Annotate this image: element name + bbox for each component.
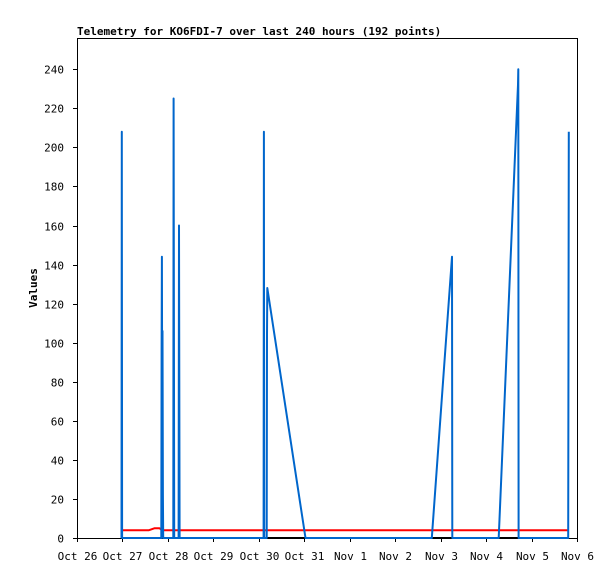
series-line-1: [121, 527, 569, 532]
y-axis: 0 20 40 60 80 100 120 140 160 180 200 220 240: [44, 64, 77, 546]
x-tick-label: Nov 3: [425, 550, 458, 563]
y-tick-label: 100: [44, 338, 64, 351]
x-axis: Oct 26 Oct 27 Oct 28 Oct 29 Oct 30 Oct 31 Nov …: [58, 538, 594, 563]
series-line-0: [120, 68, 570, 539]
y-tick-label: 80: [51, 377, 64, 390]
x-tick-label: Nov 4: [470, 550, 503, 563]
y-axis-title: Values: [27, 268, 40, 308]
series-layer: [120, 68, 570, 539]
y-tick-label: 180: [44, 181, 64, 194]
x-tick-label: Nov 6: [561, 550, 594, 563]
x-tick-label: Oct 27: [103, 550, 143, 563]
y-tick-label: 240: [44, 64, 64, 77]
x-tick-label: Oct 31: [285, 550, 325, 563]
x-tick-label: Oct 29: [194, 550, 234, 563]
y-tick-label: 20: [51, 494, 64, 507]
y-tick-label: 220: [44, 103, 64, 116]
y-tick-label: 200: [44, 142, 64, 155]
y-tick-label: 40: [51, 455, 64, 468]
y-tick-label: 160: [44, 221, 64, 234]
y-tick-label: 140: [44, 260, 64, 273]
x-tick-label: Oct 30: [240, 550, 280, 563]
y-tick-label: 60: [51, 416, 64, 429]
y-tick-label: 120: [44, 299, 64, 312]
x-tick-label: Oct 28: [149, 550, 189, 563]
y-tick-label: 0: [57, 533, 64, 546]
x-tick-label: Nov 1: [334, 550, 367, 563]
chart-title: Telemetry for KO6FDI-7 over last 240 hou…: [77, 25, 441, 38]
x-tick-label: Nov 2: [379, 550, 412, 563]
x-tick-label: Nov 5: [516, 550, 549, 563]
x-tick-label: Oct 26: [58, 550, 98, 563]
